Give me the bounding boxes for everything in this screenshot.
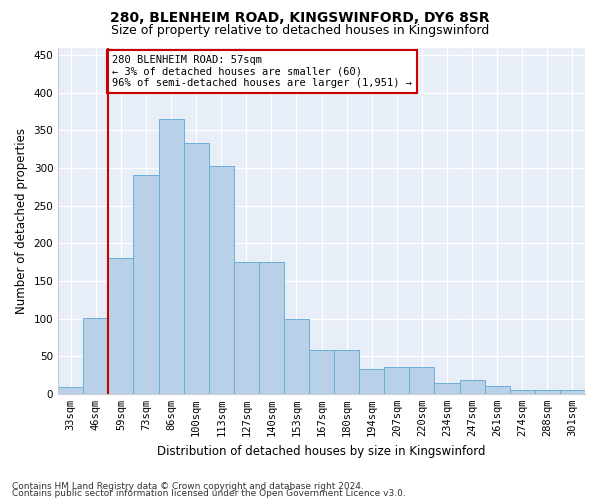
- Bar: [209, 166, 234, 394]
- Text: Contains HM Land Registry data © Crown copyright and database right 2024.: Contains HM Land Registry data © Crown c…: [12, 482, 364, 491]
- Bar: [485, 386, 510, 394]
- Bar: [158, 119, 184, 394]
- Bar: [409, 368, 434, 394]
- Bar: [434, 382, 460, 394]
- Y-axis label: Number of detached properties: Number of detached properties: [15, 128, 28, 314]
- Bar: [460, 380, 485, 394]
- Bar: [83, 318, 109, 394]
- Bar: [359, 369, 385, 394]
- Text: Size of property relative to detached houses in Kingswinford: Size of property relative to detached ho…: [111, 24, 489, 37]
- Bar: [184, 143, 209, 394]
- Bar: [133, 176, 158, 394]
- Bar: [309, 350, 334, 394]
- Text: Contains public sector information licensed under the Open Government Licence v3: Contains public sector information licen…: [12, 489, 406, 498]
- Bar: [535, 390, 560, 394]
- Bar: [334, 350, 359, 394]
- Text: 280, BLENHEIM ROAD, KINGSWINFORD, DY6 8SR: 280, BLENHEIM ROAD, KINGSWINFORD, DY6 8S…: [110, 11, 490, 25]
- Bar: [58, 387, 83, 394]
- Bar: [385, 368, 409, 394]
- X-axis label: Distribution of detached houses by size in Kingswinford: Distribution of detached houses by size …: [157, 444, 486, 458]
- Bar: [109, 258, 133, 394]
- Bar: [510, 390, 535, 394]
- Text: 280 BLENHEIM ROAD: 57sqm
← 3% of detached houses are smaller (60)
96% of semi-de: 280 BLENHEIM ROAD: 57sqm ← 3% of detache…: [112, 55, 412, 88]
- Bar: [284, 320, 309, 394]
- Bar: [259, 262, 284, 394]
- Bar: [234, 262, 259, 394]
- Bar: [560, 390, 585, 394]
